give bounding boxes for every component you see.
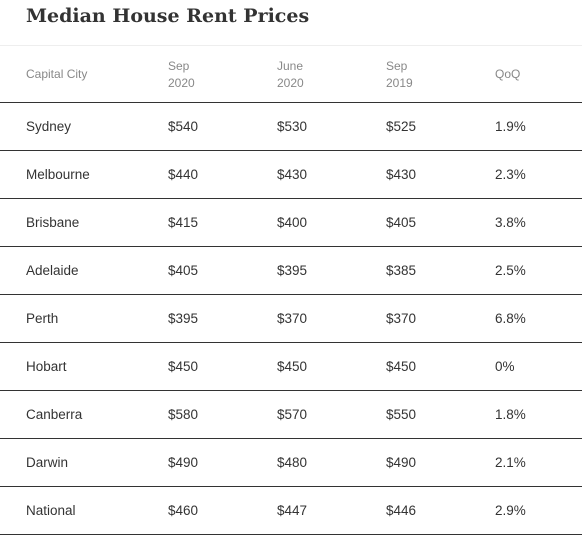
cell-sep-2020: $580 bbox=[168, 407, 199, 422]
cell-city: Adelaide bbox=[26, 263, 79, 278]
header-capital-city: Capital City bbox=[26, 67, 88, 81]
cell-sep-2019: $430 bbox=[386, 167, 417, 182]
cell-june-2020: $530 bbox=[277, 119, 308, 134]
cell-sep-2020: $440 bbox=[168, 167, 199, 182]
cell-city: Melbourne bbox=[26, 167, 90, 182]
cell-qoq: 2.3% bbox=[495, 167, 526, 182]
cell-city: Hobart bbox=[26, 359, 67, 374]
table-row: Adelaide $405 $395 $385 2.5% bbox=[0, 247, 582, 295]
table-row: Sydney $540 $530 $525 1.9% bbox=[0, 103, 582, 151]
cell-june-2020: $430 bbox=[277, 167, 308, 182]
cell-qoq: 1.9% bbox=[495, 119, 526, 134]
cell-june-2020: $480 bbox=[277, 455, 308, 470]
cell-city: Darwin bbox=[26, 455, 69, 470]
table-row: Hobart $450 $450 $450 0% bbox=[0, 343, 582, 391]
cell-june-2020: $570 bbox=[277, 407, 308, 422]
cell-city: Perth bbox=[26, 311, 59, 326]
cell-city: National bbox=[26, 503, 76, 518]
cell-sep-2019: $550 bbox=[386, 407, 417, 422]
header-sep-2020: Sep 2020 bbox=[168, 58, 195, 90]
cell-sep-2019: $450 bbox=[386, 359, 417, 374]
table-row: National $460 $447 $446 2.9% bbox=[0, 487, 582, 535]
cell-sep-2019: $385 bbox=[386, 263, 417, 278]
table-header: Capital City Sep 2020 June 2020 Sep 2019… bbox=[0, 46, 582, 103]
cell-qoq: 1.8% bbox=[495, 407, 526, 422]
cell-qoq: 0% bbox=[495, 359, 515, 374]
table-row: Canberra $580 $570 $550 1.8% bbox=[0, 391, 582, 439]
cell-june-2020: $400 bbox=[277, 215, 308, 230]
cell-sep-2019: $525 bbox=[386, 119, 417, 134]
cell-sep-2019: $446 bbox=[386, 503, 417, 518]
table-row: Brisbane $415 $400 $405 3.8% bbox=[0, 199, 582, 247]
table-body: Sydney $540 $530 $525 1.9% Melbourne $440 $430 $… bbox=[0, 103, 582, 535]
header-june-2020: June 2020 bbox=[277, 58, 304, 90]
header-sep-2019: Sep 2019 bbox=[386, 58, 413, 90]
cell-sep-2020: $490 bbox=[168, 455, 199, 470]
cell-qoq: 2.1% bbox=[495, 455, 526, 470]
cell-sep-2020: $450 bbox=[168, 359, 199, 374]
cell-city: Canberra bbox=[26, 407, 83, 422]
cell-qoq: 2.5% bbox=[495, 263, 526, 278]
page-title: Median House Rent Prices bbox=[26, 5, 310, 27]
cell-sep-2020: $460 bbox=[168, 503, 199, 518]
rent-table: Capital City Sep 2020 June 2020 Sep 2019… bbox=[0, 45, 582, 535]
cell-june-2020: $450 bbox=[277, 359, 308, 374]
cell-qoq: 2.9% bbox=[495, 503, 526, 518]
cell-sep-2020: $395 bbox=[168, 311, 199, 326]
cell-june-2020: $370 bbox=[277, 311, 308, 326]
cell-city: Brisbane bbox=[26, 215, 80, 230]
cell-qoq: 3.8% bbox=[495, 215, 526, 230]
table-row: Melbourne $440 $430 $430 2.3% bbox=[0, 151, 582, 199]
cell-sep-2020: $415 bbox=[168, 215, 199, 230]
cell-sep-2020: $405 bbox=[168, 263, 199, 278]
cell-june-2020: $447 bbox=[277, 503, 308, 518]
cell-sep-2020: $540 bbox=[168, 119, 199, 134]
header-qoq: QoQ bbox=[495, 67, 521, 81]
cell-city: Sydney bbox=[26, 119, 72, 134]
cell-sep-2019: $370 bbox=[386, 311, 417, 326]
table-row: Perth $395 $370 $370 6.8% bbox=[0, 295, 582, 343]
cell-qoq: 6.8% bbox=[495, 311, 526, 326]
table-row: Darwin $490 $480 $490 2.1% bbox=[0, 439, 582, 487]
cell-sep-2019: $405 bbox=[386, 215, 417, 230]
cell-june-2020: $395 bbox=[277, 263, 308, 278]
cell-sep-2019: $490 bbox=[386, 455, 417, 470]
